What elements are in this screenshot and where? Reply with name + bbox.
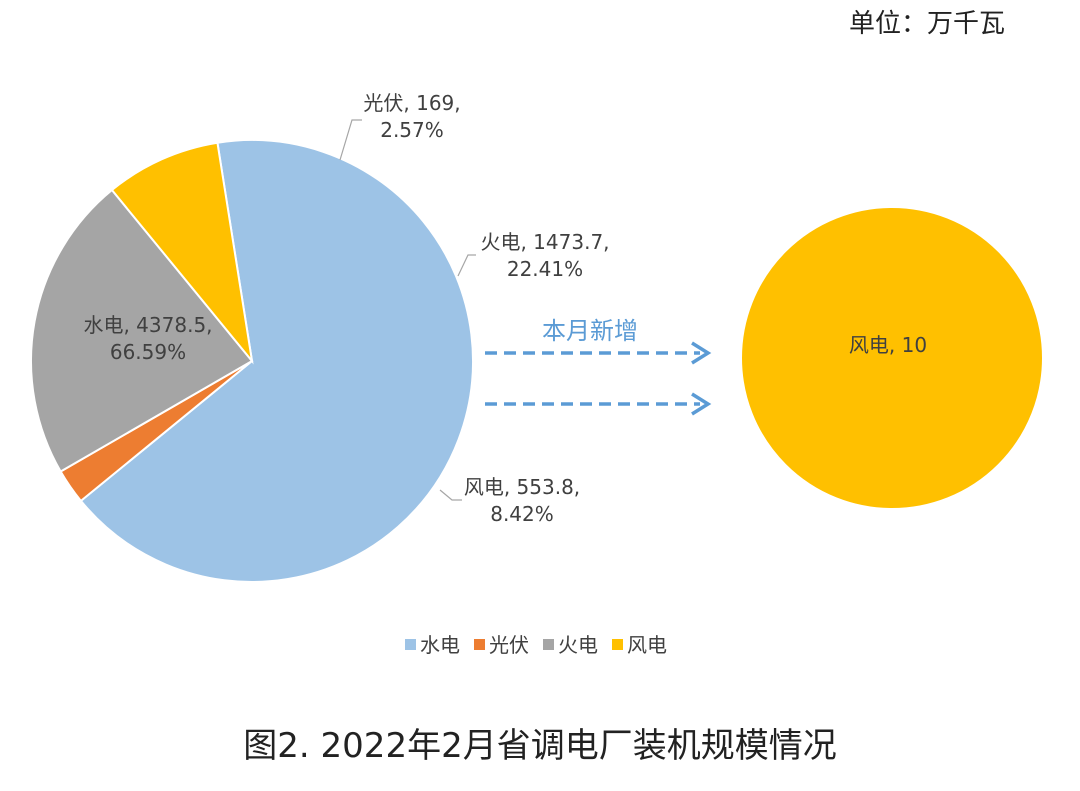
data-label-wind-line1: 风电, 553.8, <box>464 475 580 499</box>
new-month-pie <box>740 206 1044 510</box>
unit-label: 单位：万千瓦 <box>849 9 1005 39</box>
total-capacity-slice-thermal <box>30 188 254 473</box>
data-label-hydro-line2: 66.59% <box>110 340 186 364</box>
new-arrow-bottom <box>485 392 712 416</box>
total-capacity-slice-hydro <box>79 139 474 583</box>
data-label-solar: 光伏, 169, 2.57% <box>363 91 460 142</box>
thermal-leader-line <box>457 254 476 277</box>
new-arrow-top <box>485 341 712 365</box>
data-label-solar-line2: 2.57% <box>380 118 444 142</box>
data-label-hydro: 水电, 4378.5, 66.59% <box>83 313 212 364</box>
legend-label-wind: 风电 <box>627 633 667 657</box>
data-label-solar-line1: 光伏, 169, <box>363 91 460 115</box>
wind-leader-line <box>439 489 462 501</box>
main-pie <box>30 139 474 583</box>
data-label-hydro-line1: 水电, 4378.5, <box>83 313 212 337</box>
data-label-wind: 风电, 553.8, 8.42% <box>464 475 580 526</box>
new-this-month-slice-wind <box>740 206 1044 510</box>
arrow-label: 本月新增 <box>542 317 638 345</box>
data-label-thermal-line1: 火电, 1473.7, <box>480 230 609 254</box>
total-capacity-slice-wind <box>110 141 254 365</box>
legend-label-solar: 光伏 <box>489 633 529 657</box>
legend-swatch-solar <box>474 639 485 650</box>
legend-swatch-hydro <box>405 639 416 650</box>
legend: 水电 光伏 火电 风电 <box>405 633 667 657</box>
data-label-thermal: 火电, 1473.7, 22.41% <box>480 230 609 281</box>
legend-swatch-thermal <box>543 639 554 650</box>
figure-caption: 图2. 2022年2月省调电厂装机规模情况 <box>243 726 836 766</box>
data-label-thermal-line2: 22.41% <box>507 257 583 281</box>
data-label-new-wind: 风电, 10 <box>849 333 927 357</box>
solar-leader-line <box>339 119 362 161</box>
data-label-wind-line2: 8.42% <box>490 502 554 526</box>
legend-label-hydro: 水电 <box>420 633 460 657</box>
legend-swatch-wind <box>612 639 623 650</box>
legend-label-thermal: 火电 <box>558 633 598 657</box>
